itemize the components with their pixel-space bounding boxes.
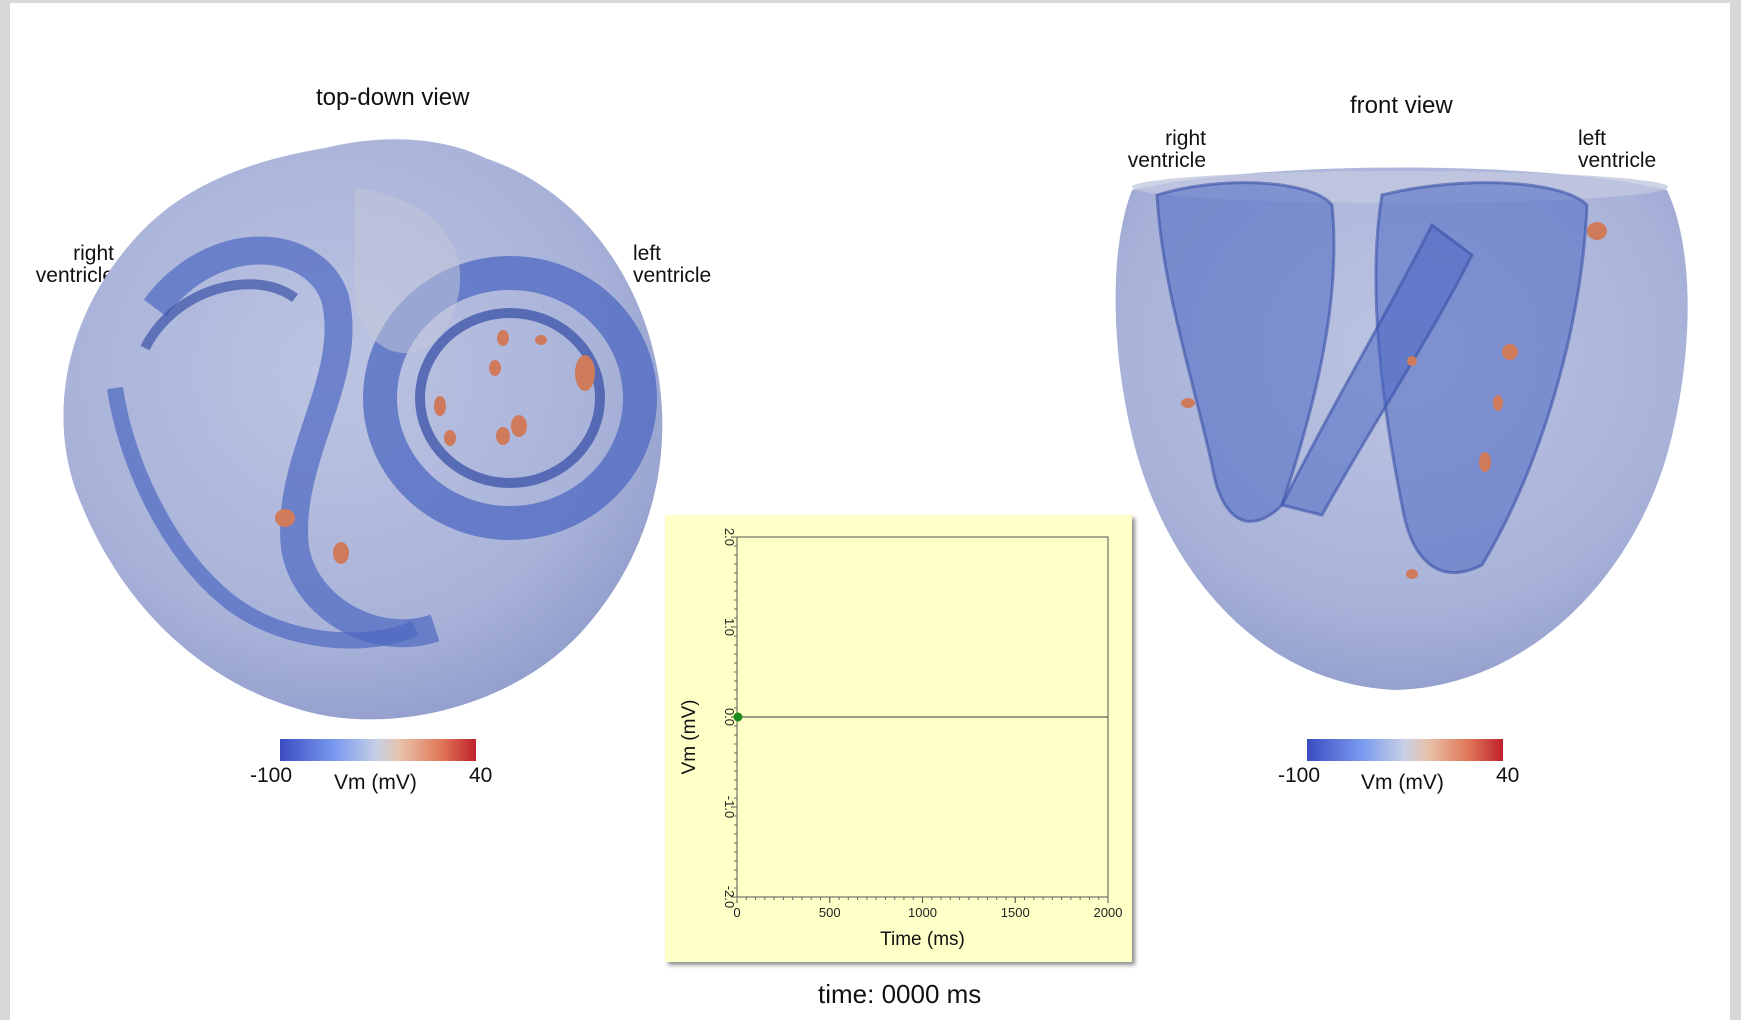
right-view-left-ventricle-label: left ventricle <box>1578 128 1656 172</box>
right-colorbar-title: Vm (mV) <box>1361 771 1444 794</box>
left-ventricle-wall <box>363 256 657 540</box>
ventricle-walls <box>1155 181 1589 574</box>
left-view-right-ventricle-label: right ventricle <box>28 243 114 287</box>
left-colorbar-max: 40 <box>469 764 493 787</box>
right-colorbar <box>1307 739 1503 761</box>
left-colorbar-min: -100 <box>250 764 293 787</box>
label-line: right <box>73 242 114 265</box>
left-view-title: top-down view <box>316 84 470 111</box>
y-tick-label: -1.0 <box>722 796 737 818</box>
right-colorbar-max: 40 <box>1496 764 1520 787</box>
label-line: left <box>633 242 662 265</box>
y-tick-label: 0.0 <box>722 708 737 726</box>
depolarized-spots <box>275 330 595 564</box>
current-time-marker <box>733 712 743 722</box>
y-tick-label: 2.0 <box>722 528 737 546</box>
right-view-title: front view <box>1350 92 1453 119</box>
depolarized-spots <box>1181 222 1607 579</box>
x-axis-label: Time (ms) <box>880 929 965 950</box>
left-colorbar-title: Vm (mV) <box>334 771 417 794</box>
vm-trace-chart: 0 500 1000 1500 2000 -2.0 -1.0 0.0 1.0 2.0 Time (m… <box>679 528 1123 950</box>
label-line: ventricle <box>633 264 712 287</box>
left-view-left-ventricle-label: left ventricle <box>633 243 711 287</box>
heart-front-render <box>1115 167 1688 690</box>
x-tick-label: 1500 <box>1001 905 1030 920</box>
label-line: ventricle <box>1578 149 1657 172</box>
y-tick-label: 1.0 <box>722 618 737 636</box>
vm-trace-panel: 0 500 1000 1500 2000 -2.0 -1.0 0.0 1.0 2.0 Time (m… <box>665 515 1132 962</box>
right-view-right-ventricle-label: right ventricle <box>1120 128 1206 172</box>
x-tick-label: 2000 <box>1094 905 1123 920</box>
right-ventricle-wall <box>107 236 440 649</box>
label-line: ventricle <box>35 264 114 287</box>
y-tick-label: -2.0 <box>722 886 737 908</box>
x-tick-label: 500 <box>819 905 841 920</box>
label-line: left <box>1578 127 1607 150</box>
label-line: ventricle <box>1127 149 1206 172</box>
right-colorbar-min: -100 <box>1278 764 1321 787</box>
left-colorbar <box>280 739 476 761</box>
time-readout: time: 0000 ms <box>818 979 982 1009</box>
y-axis-label: Vm (mV) <box>679 700 700 775</box>
label-line: right <box>1165 127 1206 150</box>
x-tick-label: 0 <box>733 905 740 920</box>
heart-top-down-render <box>63 139 663 720</box>
x-tick-label: 1000 <box>908 905 937 920</box>
septum-surface <box>355 188 461 353</box>
